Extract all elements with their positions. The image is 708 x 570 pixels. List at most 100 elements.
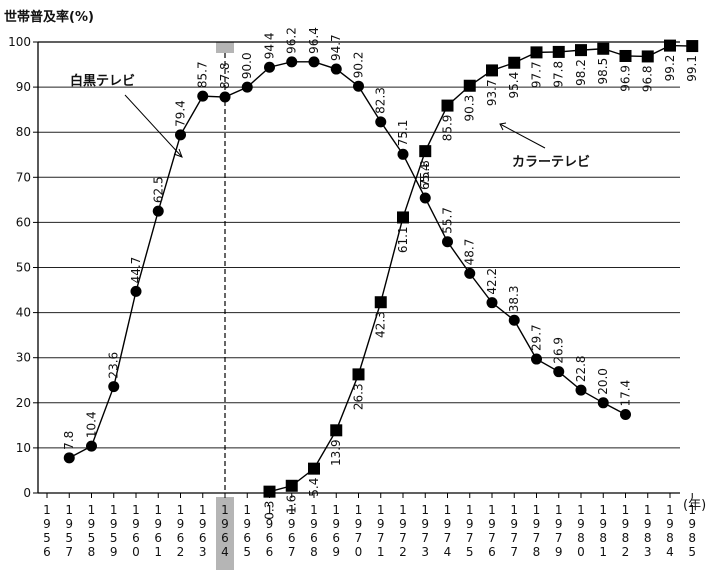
bw-tv-point [442, 236, 453, 248]
bw-tv-value-label: 20.0 [596, 368, 610, 395]
bw-tv-value-label: 48.7 [463, 239, 477, 266]
bw-tv-point [397, 148, 409, 160]
bw-tv-point [620, 409, 631, 421]
y-tick-label: 70 [16, 170, 31, 184]
y-tick-label: 20 [16, 396, 31, 410]
bw-tv-point [264, 61, 275, 73]
bw-tv-value-label: 75.1 [396, 120, 410, 147]
x-tick-labels: 1 9 5 6 1 9 5 7 1 9 5 8 1 9 5 9 1 9 6 0 1 9 6 1 1 9 6 2 1 9 6 3 1 9 6 4 1 9 6 5… [43, 493, 696, 559]
color-tv-point [686, 40, 699, 53]
color-tv-point [463, 79, 476, 92]
color-tv-arrowhead [499, 122, 507, 131]
y-tick-label: 60 [16, 215, 31, 229]
color-tv-arrow [499, 123, 546, 149]
bw-tv-value-label: 87.8 [218, 62, 232, 89]
color-tv-point [597, 42, 610, 55]
bw-tv-point [531, 353, 542, 365]
color-tv-value-label: 1.6 [285, 495, 299, 514]
highlight-top-band [216, 42, 234, 53]
color-tv-value-label: 90.3 [463, 95, 477, 122]
bw-tv-point [597, 397, 609, 409]
color-tv-value-label: 96.8 [641, 65, 655, 92]
color-tv-value-label: 95.4 [507, 72, 521, 99]
bw-tv-value-label: 7.8 [62, 431, 76, 450]
bw-tv-point [219, 91, 231, 103]
bw-tv-point [130, 285, 142, 297]
bw-tv-value-label: 65.4 [418, 163, 432, 190]
color-tv-point [285, 479, 298, 492]
bw-tv-value-label: 79.4 [174, 100, 188, 127]
bw-tv-value-label: 23.6 [107, 352, 121, 379]
color-tv-point [330, 424, 343, 437]
color-tv-point [508, 56, 521, 69]
y-tick-labels: 0 10 20 30 40 50 60 70 80 90 100 [8, 35, 31, 500]
color-tv-value-label: 93.7 [485, 79, 499, 106]
color-tv-value-label: 42.3 [374, 311, 388, 338]
bw-tv-point [286, 56, 298, 68]
bw-tv-point [353, 80, 364, 92]
bw-tv-value-label: 62.5 [151, 176, 165, 203]
bw-tv-value-label: 96.4 [307, 27, 321, 54]
color-tv-point [575, 44, 587, 57]
color-tv-point [374, 296, 387, 309]
y-tick-label: 0 [23, 486, 31, 500]
highlight-bottom-band [216, 497, 234, 570]
color-tv-series-name: カラーテレビ [512, 154, 590, 170]
y-axis-label: 世帯普及率(%) [4, 10, 94, 25]
color-tv-value-label: 96.9 [619, 65, 633, 92]
bw-tv-point [330, 63, 342, 75]
bw-tv-point [419, 192, 431, 204]
bw-tv-point [464, 267, 476, 279]
bw-tv-point [553, 366, 565, 378]
y-tick-label: 100 [8, 35, 31, 49]
color-tv-point [419, 145, 432, 158]
bw-tv-value-label: 82.3 [374, 87, 388, 114]
bw-tv-value-label: 90.2 [352, 51, 366, 78]
color-tv-point [664, 39, 676, 52]
bw-tv-point [63, 452, 75, 464]
color-tv-point [308, 462, 320, 475]
color-tv-value-label: 5.4 [307, 478, 321, 497]
bw-tv-point [86, 440, 97, 452]
y-tick-label: 50 [16, 261, 31, 275]
highlight-year [216, 42, 234, 570]
color-tv-value-label: 97.7 [530, 61, 544, 88]
color-tv-point [263, 485, 276, 498]
bw-tv-value-label: 85.7 [196, 61, 210, 88]
bw-tv-value-label: 90.0 [240, 52, 254, 79]
color-tv-point [486, 64, 498, 77]
color-tv-value-label: 0.3 [263, 501, 277, 520]
bw-tv-arrow [124, 94, 183, 158]
color-tv-point [441, 99, 454, 112]
y-tick-label: 10 [16, 441, 31, 455]
color-tv-value-label: 97.8 [552, 61, 566, 88]
series-markers [63, 39, 699, 498]
bw-tv-value-label: 38.3 [507, 286, 521, 313]
color-tv-value-label: 99.1 [685, 55, 699, 82]
bw-tv-value-label: 42.2 [485, 268, 499, 295]
bw-tv-value-label: 55.7 [441, 207, 455, 234]
x-axis-unit: (年) [683, 498, 707, 513]
color-tv-value-label: 61.1 [396, 226, 410, 253]
bw-tv-point [175, 129, 186, 141]
color-tv-point [352, 368, 365, 381]
bw-tv-point [152, 205, 164, 217]
